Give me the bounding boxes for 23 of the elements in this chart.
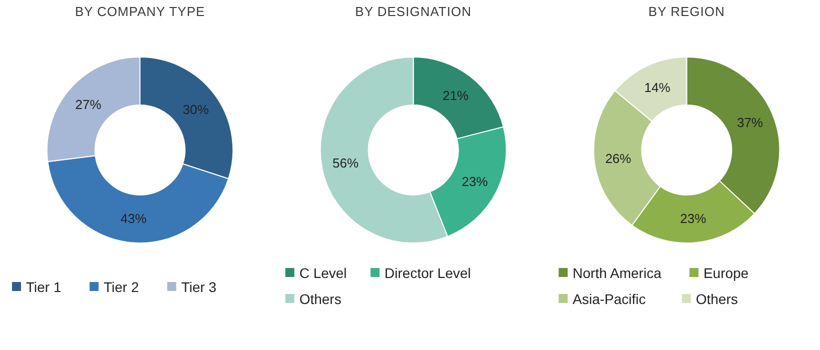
data-label: 23% [680,211,707,226]
legend-label: Europe [703,265,749,281]
legend-label: Others [696,291,738,307]
data-label: 30% [182,102,210,117]
chart-title: BY COMPANY TYPE [74,4,206,19]
data-label: 26% [605,151,632,166]
chart-title: BY DESIGNATION [355,4,472,19]
legend-label: Director Level [384,265,471,281]
data-label: 27% [75,96,102,112]
legend-label: North America [572,265,662,281]
data-label: 56% [332,155,359,170]
legend-label: Tier 1 [26,279,62,295]
legend-label: Tier 2 [104,279,140,295]
data-label: 21% [442,88,470,103]
legend-label: Asia-Pacific [572,291,646,307]
data-label: 43% [120,211,147,226]
data-label: 37% [736,115,764,130]
data-label: 23% [462,174,488,189]
legend-label: Others [299,291,342,307]
legend-label: Tier 3 [181,279,217,295]
legend-label: C Level [299,265,347,281]
data-label: 14% [644,80,671,96]
chart-title: BY REGION [648,4,725,19]
